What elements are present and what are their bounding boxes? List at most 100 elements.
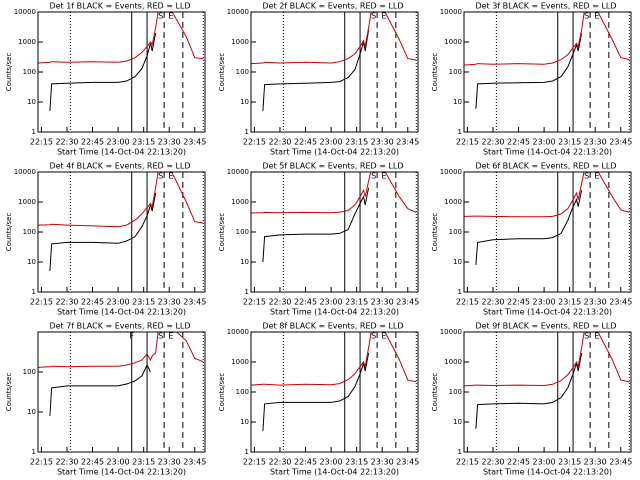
panel-title: Det 9f BLACK = Events, RED = LLD (475, 322, 616, 331)
annotation: E (168, 332, 173, 341)
x-tick-label: 22:45 (294, 458, 317, 467)
annotation: E (381, 172, 386, 181)
y-tick-label: 10000 (227, 168, 249, 176)
x-tick-label: 23:15 (558, 138, 581, 147)
x-tick-label: 23:15 (132, 458, 155, 467)
x-tick-label: 22:45 (294, 138, 317, 147)
y-tick-label: 10 (240, 418, 249, 426)
x-axis-label: Start Time (14-Oct-04 22:13:20) (270, 308, 399, 317)
annotation: E (594, 12, 599, 21)
y-tick-label: 1000 (444, 38, 462, 46)
series-line (251, 332, 417, 386)
y-axis-label: Counts/sec (431, 53, 439, 92)
x-tick-label: 22:30 (268, 458, 291, 467)
x-tick-label: 22:45 (507, 298, 530, 307)
x-tick-label: 22:30 (55, 298, 78, 307)
y-tick-label: 100 (236, 228, 249, 236)
y-tick-label: 1 (245, 128, 249, 136)
x-tick-label: 23:15 (345, 298, 368, 307)
x-tick-label: 22:45 (507, 138, 530, 147)
panel: Det 6f BLACK = Events, RED = LLD Counts/s… (431, 162, 632, 317)
annotation: S (371, 172, 376, 181)
annotation: E (381, 12, 386, 21)
x-tick-label: 23:30 (158, 138, 181, 147)
plot-frame (250, 331, 419, 453)
y-tick-label: 1 (245, 448, 249, 456)
x-tick-label: 23:30 (371, 458, 394, 467)
x-tick-label: 22:30 (481, 138, 504, 147)
series-line (49, 32, 157, 112)
series-line (38, 332, 204, 368)
x-tick-label: 22:45 (81, 458, 104, 467)
x-axis-label: Start Time (14-Oct-04 22:13:20) (57, 308, 186, 317)
x-tick-label: 22:30 (481, 458, 504, 467)
panel: Det 4f BLACK = Events, RED = LLD Counts/s… (5, 162, 206, 317)
panel: Det 5f BLACK = Events, RED = LLD Counts/s… (218, 162, 419, 317)
series-line (38, 172, 204, 228)
series-line (251, 172, 417, 214)
x-tick-label: 22:30 (268, 138, 291, 147)
plot-frame (250, 11, 419, 133)
x-tick-label: 23:30 (158, 458, 181, 467)
annotation: S (584, 332, 589, 341)
x-axis-label: Start Time (14-Oct-04 22:13:20) (483, 308, 612, 317)
x-tick-label: 23:45 (183, 458, 206, 467)
annotation: E (168, 172, 173, 181)
x-tick-label: 23:00 (320, 138, 343, 147)
x-tick-label: 23:45 (396, 138, 419, 147)
y-tick-label: 1 (458, 288, 462, 296)
panel: Det 2f BLACK = Events, RED = LLD Counts/s… (218, 2, 419, 157)
panel: Det 3f BLACK = Events, RED = LLD Counts/s… (431, 2, 632, 157)
x-tick-label: 22:15 (456, 298, 479, 307)
panel-title: Det 6f BLACK = Events, RED = LLD (475, 162, 616, 171)
x-tick-label: 22:30 (268, 298, 291, 307)
series-line (38, 12, 204, 64)
y-axis-label: Counts/sec (431, 373, 439, 412)
y-tick-label: 1 (458, 448, 462, 456)
x-tick-label: 22:15 (243, 298, 266, 307)
annotation: S (584, 172, 589, 181)
annotation: S (158, 172, 163, 181)
x-tick-label: 22:15 (243, 458, 266, 467)
x-tick-label: 23:00 (107, 138, 130, 147)
annotation: S (584, 12, 589, 21)
panel-title: Det 3f BLACK = Events, RED = LLD (475, 2, 616, 11)
series-line (251, 12, 417, 65)
annotation: S (371, 12, 376, 21)
x-tick-label: 22:15 (30, 298, 53, 307)
x-tick-label: 23:00 (533, 138, 556, 147)
x-tick-label: 23:45 (396, 458, 419, 467)
y-tick-label: 100 (236, 388, 249, 396)
y-axis-label: Counts/sec (431, 213, 439, 252)
x-tick-label: 22:15 (456, 458, 479, 467)
annotation: E (381, 332, 386, 341)
y-tick-label: 100 (23, 68, 36, 76)
y-tick-label: 1 (32, 128, 36, 136)
y-tick-label: 10 (240, 98, 249, 106)
panel-title: Det 5f BLACK = Events, RED = LLD (262, 162, 403, 171)
y-tick-label: 1000 (231, 358, 249, 366)
panel: Det 8f BLACK = Events, RED = LLD Counts/s… (218, 322, 419, 477)
y-tick-label: 10000 (14, 8, 36, 16)
x-tick-label: 22:45 (507, 458, 530, 467)
y-tick-label: 10 (453, 98, 462, 106)
x-tick-label: 23:45 (609, 138, 632, 147)
x-tick-label: 23:00 (320, 298, 343, 307)
x-tick-label: 23:30 (158, 298, 181, 307)
plot-frame (463, 331, 632, 453)
y-tick-label: 1 (458, 128, 462, 136)
panel-title: Det 1f BLACK = Events, RED = LLD (49, 2, 190, 11)
x-tick-label: 23:30 (371, 298, 394, 307)
annotation: E (594, 172, 599, 181)
x-tick-label: 23:00 (107, 458, 130, 467)
y-tick-label: 10000 (440, 168, 462, 176)
series-line (262, 30, 370, 112)
series-line (262, 187, 370, 263)
y-tick-label: 100 (449, 388, 462, 396)
y-tick-label: 10 (453, 258, 462, 266)
series-line (262, 352, 370, 432)
series-line (475, 189, 583, 265)
series-line (49, 192, 157, 272)
plot-frame (37, 171, 206, 293)
annotation: F (129, 332, 134, 341)
